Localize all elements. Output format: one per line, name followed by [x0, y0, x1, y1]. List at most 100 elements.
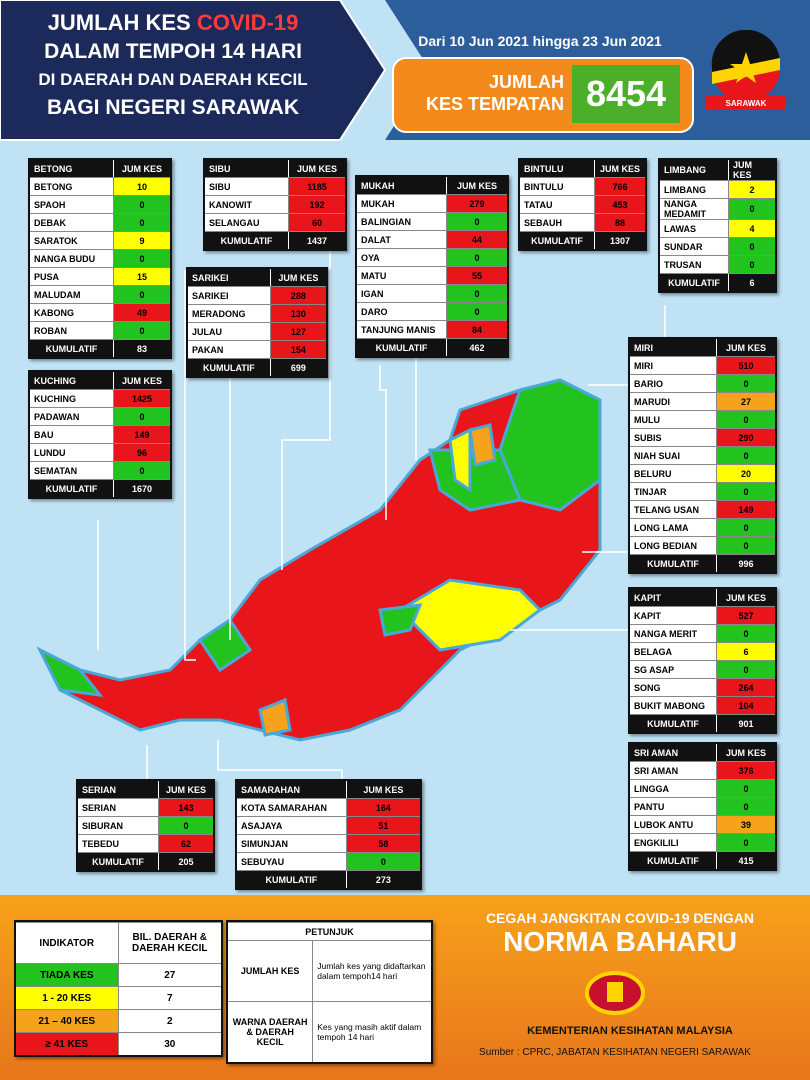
division-name: KAPIT — [630, 589, 717, 606]
district-cases: 39 — [717, 816, 775, 833]
division-table: KUCHING JUM KES KUCHING 1425 PADAWAN 0 BAU 149 L… — [28, 370, 172, 499]
division-name: KUCHING — [30, 372, 114, 389]
table-footer: KUMULATIF 6 — [660, 273, 775, 291]
district-name: NANGA BUDU — [30, 250, 114, 267]
division-table: BINTULU JUM KES BINTULU 766 TATAU 453 SEBAUH 88… — [518, 158, 647, 251]
district-name: LUNDU — [30, 444, 114, 461]
ministry: KEMENTERIAN KESIHATAN MALAYSIA — [527, 1025, 733, 1037]
district-name: IGAN — [357, 285, 447, 302]
column-header: JUM KES — [121, 163, 162, 174]
district-name: MIRI — [630, 357, 717, 374]
district-name: BARIO — [630, 375, 717, 392]
district-cases: 510 — [717, 357, 775, 374]
district-row: NANGA MERIT 0 — [630, 624, 775, 642]
table-footer: KUMULATIF 1670 — [30, 479, 170, 497]
district-cases: 6 — [717, 643, 775, 660]
district-cases: 154 — [270, 341, 326, 358]
district-cases: 9 — [114, 232, 170, 249]
district-cases: 376 — [717, 762, 775, 779]
total-value: 6 — [749, 277, 755, 288]
district-name: ROBAN — [30, 322, 114, 339]
district-cases: 84 — [447, 321, 507, 338]
division-name: BETONG — [30, 160, 114, 177]
district-name: MUKAH — [357, 195, 447, 212]
district-row: NIAH SUAI 0 — [630, 446, 775, 464]
district-cases: 0 — [717, 483, 775, 500]
district-name: LONG LAMA — [630, 519, 717, 536]
district-row: SERIAN 143 — [78, 798, 213, 816]
district-row: SUNDAR 0 — [660, 237, 775, 255]
total-value: 1670 — [131, 483, 153, 494]
district-cases: 0 — [346, 853, 420, 870]
district-name: BUKIT MABONG — [630, 697, 717, 714]
indicator-count: 2 — [166, 1015, 173, 1027]
table-header: MIRI JUM KES — [630, 339, 775, 356]
total-label: KUMULATIF — [78, 853, 159, 870]
district-row: BAU 149 — [30, 425, 170, 443]
total-label: KUMULATIF — [30, 340, 114, 357]
total-label: JUMLAH KES TEMPATAN — [404, 71, 564, 115]
district-row: MUKAH 279 — [357, 194, 507, 212]
district-name: LONG BEDIAN — [630, 537, 717, 554]
division-table: LIMBANG JUM KES LIMBANG 2 NANGA MEDAMIT 0 LAWA… — [658, 158, 777, 293]
indicator-row: ≥ 41 KES 30 — [16, 1032, 221, 1055]
division-table: MIRI JUM KES MIRI 510 BARIO 0 MARUDI 27 MULU 0 SUB… — [628, 337, 777, 574]
district-row: BALINGIAN 0 — [357, 212, 507, 230]
district-name: SPAOH — [30, 196, 114, 213]
legend-header: PETUNJUK — [228, 922, 431, 940]
legend-description: Jumlah kes yang didaftarkan dalam tempoh… — [317, 961, 426, 981]
district-name: OYA — [357, 249, 447, 266]
table-header: SERIAN JUM KES — [78, 781, 213, 798]
district-row: MERADONG 130 — [188, 304, 326, 322]
district-row: DARO 0 — [357, 302, 507, 320]
table-footer: KUMULATIF 1437 — [205, 231, 345, 249]
division-name: MIRI — [630, 339, 717, 356]
district-name: TEBEDU — [78, 835, 159, 852]
district-row: SIBU 1185 — [205, 177, 345, 195]
district-row: BETONG 10 — [30, 177, 170, 195]
district-cases: 0 — [717, 798, 775, 815]
division-table: BETONG JUM KES BETONG 10 SPAOH 0 DEBAK 0 SARATOK… — [28, 158, 172, 359]
district-name: LIMBANG — [660, 181, 729, 198]
district-name: SONG — [630, 679, 717, 696]
district-cases: 0 — [717, 411, 775, 428]
district-cases: 104 — [717, 697, 775, 714]
district-name: BALINGIAN — [357, 213, 447, 230]
district-name: KAPIT — [630, 607, 717, 624]
district-name: KABONG — [30, 304, 114, 321]
district-name: DEBAK — [30, 214, 114, 231]
total-value: 901 — [738, 718, 754, 729]
district-row: ENGKILILI 0 — [630, 833, 775, 851]
district-row: NANGA BUDU 0 — [30, 249, 170, 267]
crest — [585, 971, 645, 1015]
district-row: LUNDU 96 — [30, 443, 170, 461]
district-row: SEMATAN 0 — [30, 461, 170, 479]
district-row: PAKAN 154 — [188, 340, 326, 358]
column-header: JUM KES — [725, 592, 766, 603]
column-header: JUM KES — [278, 272, 319, 283]
district-row: DEBAK 0 — [30, 213, 170, 231]
division-name: SERIAN — [78, 781, 159, 798]
indicator-label: TIADA KES — [16, 964, 119, 986]
district-cases: 0 — [447, 249, 507, 266]
district-row: LIMBANG 2 — [660, 180, 775, 198]
district-row: IGAN 0 — [357, 284, 507, 302]
district-row: SARIKEI 288 — [188, 286, 326, 304]
district-row: SG ASAP 0 — [630, 660, 775, 678]
division-name: SRI AMAN — [630, 744, 717, 761]
district-row: TANJUNG MANIS 84 — [357, 320, 507, 338]
district-name: SERIAN — [78, 799, 159, 816]
slogan-line: CEGAH JANGKITAN COVID-19 DENGAN — [485, 910, 755, 926]
division-name: BINTULU — [520, 160, 595, 177]
total-value: 1307 — [609, 235, 631, 246]
table-footer: KUMULATIF 1307 — [520, 231, 645, 249]
district-cases: 290 — [717, 429, 775, 446]
district-cases: 149 — [114, 426, 170, 443]
district-cases: 766 — [595, 178, 645, 195]
district-row: SIMUNJAN 58 — [237, 834, 420, 852]
district-name: BELURU — [630, 465, 717, 482]
district-name: BINTULU — [520, 178, 595, 195]
legend-row: JUMLAH KES Jumlah kes yang didaftarkan da… — [228, 940, 431, 1001]
district-row: DALAT 44 — [357, 230, 507, 248]
